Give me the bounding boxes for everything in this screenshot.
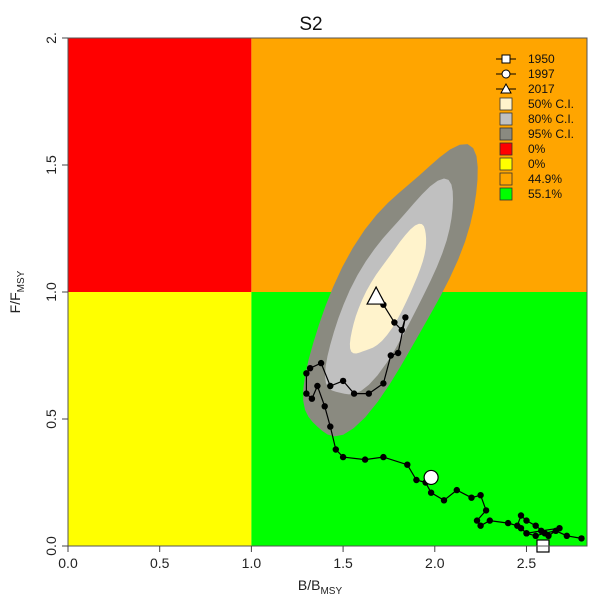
legend-entry: 80% C.I. — [499, 112, 574, 126]
legend-label: 55.1% — [528, 187, 562, 201]
x-tick-label: 2.5 — [517, 555, 537, 571]
trajectory-point — [350, 390, 358, 397]
x-axis-label-subscript: MSY — [320, 586, 342, 597]
confidence-regions — [303, 144, 478, 437]
quadrant-red — [68, 38, 252, 292]
legend-label: 80% C.I. — [528, 112, 574, 126]
legend-entry: 1997 — [496, 67, 555, 81]
trajectory-point — [504, 519, 512, 527]
trajectory-point — [532, 522, 539, 529]
legend-entry: 0% — [499, 157, 546, 171]
trajectory-point — [473, 517, 481, 524]
trajectory-point — [578, 535, 585, 542]
trajectory-point — [486, 517, 493, 524]
ci-50-region — [349, 223, 427, 354]
trajectory-point — [477, 522, 484, 529]
trajectory-point — [468, 494, 475, 501]
plot-area — [67, 37, 588, 553]
trajectory-point — [398, 326, 405, 334]
legend-label: 44.9% — [528, 172, 562, 186]
trajectory-point — [427, 489, 435, 496]
trajectory-point — [327, 423, 334, 430]
trajectory-point — [314, 382, 321, 390]
y-axis-label-subscript: MSY — [16, 270, 27, 292]
trajectory-point — [440, 497, 448, 504]
trajectory-point — [365, 390, 372, 397]
trajectory-point — [361, 456, 369, 463]
trajectory-point — [517, 512, 525, 519]
marker-1997 — [423, 469, 439, 486]
trajectory-point — [402, 314, 409, 321]
legend-entry: 0% — [499, 142, 546, 156]
legend-label: 1997 — [528, 67, 555, 81]
legend-label: 50% C.I. — [528, 97, 574, 111]
trajectory-point — [339, 377, 347, 385]
trajectory-point — [413, 476, 420, 484]
legend-entry: 44.9% — [499, 172, 562, 186]
y-axis: 0.0 0.5 1.0 1.5 2. — [43, 32, 68, 556]
trajectory-point — [306, 365, 314, 372]
legend-label: 2017 — [528, 82, 555, 96]
trajectory-point — [523, 530, 530, 537]
legend-label: 1950 — [528, 52, 555, 66]
y-tick-label: 1.5 — [43, 155, 59, 175]
trajectory-point — [394, 349, 402, 357]
x-axis: 0.0 0.5 1.0 1.5 2.0 2.5 — [58, 546, 536, 571]
marker-2017 — [366, 285, 387, 305]
y-tick-label: 2. — [43, 32, 59, 44]
trajectory-point — [303, 370, 310, 377]
trajectory-point — [303, 390, 310, 397]
y-axis-label: F/FMSY — [7, 270, 27, 313]
x-tick-label: 0.0 — [58, 555, 78, 571]
legend-label: 0% — [528, 157, 546, 171]
legend-label: 0% — [528, 142, 546, 156]
x-tick-label: 1.0 — [242, 555, 262, 571]
trajectory-point — [477, 492, 484, 499]
trajectory-point — [523, 517, 530, 524]
legend-entry: 1950 — [496, 52, 555, 66]
legend-entry: 95% C.I. — [499, 127, 574, 141]
trajectory-point — [482, 507, 490, 514]
x-axis-label: B/BMSY — [298, 577, 343, 597]
trajectory-point — [380, 453, 387, 461]
trajectory-point — [332, 446, 339, 453]
trajectory-point — [391, 319, 398, 326]
trajectory-point — [453, 486, 460, 494]
trajectory-point — [538, 527, 545, 534]
trajectory-point — [563, 532, 570, 539]
trajectory-points — [303, 293, 585, 542]
trajectory-point — [404, 461, 411, 468]
x-tick-label: 0.5 — [150, 555, 170, 571]
quadrant-yellow — [68, 292, 252, 546]
trajectory-point — [545, 532, 552, 539]
y-tick-label: 0.0 — [43, 536, 59, 556]
y-axis-label-main: F/F — [7, 292, 23, 313]
trajectory-point — [380, 380, 387, 387]
trajectory-point — [339, 453, 347, 461]
x-tick-label: 2.0 — [425, 555, 445, 571]
quadrant-green — [251, 292, 588, 546]
trajectory-point — [321, 403, 328, 410]
trajectory-point — [514, 522, 521, 529]
chart-title: S2 — [299, 14, 322, 35]
legend-entry: 2017 — [496, 82, 555, 96]
trajectory-line — [305, 296, 582, 539]
trajectory-point — [556, 525, 563, 532]
legend-entry: 50% C.I. — [499, 97, 574, 111]
x-tick-label: 1.5 — [333, 555, 353, 571]
trajectory-point — [327, 382, 334, 390]
trajectory-point — [317, 359, 325, 367]
legend-label: 95% C.I. — [528, 127, 574, 141]
trajectory-point — [387, 352, 394, 359]
y-tick-label: 1.0 — [43, 282, 59, 302]
trajectory-point — [532, 532, 539, 539]
trajectory-point — [308, 395, 316, 402]
x-axis-label-main: B/B — [298, 577, 321, 593]
y-tick-label: 0.5 — [43, 409, 59, 429]
legend-entry: 55.1% — [499, 187, 562, 201]
